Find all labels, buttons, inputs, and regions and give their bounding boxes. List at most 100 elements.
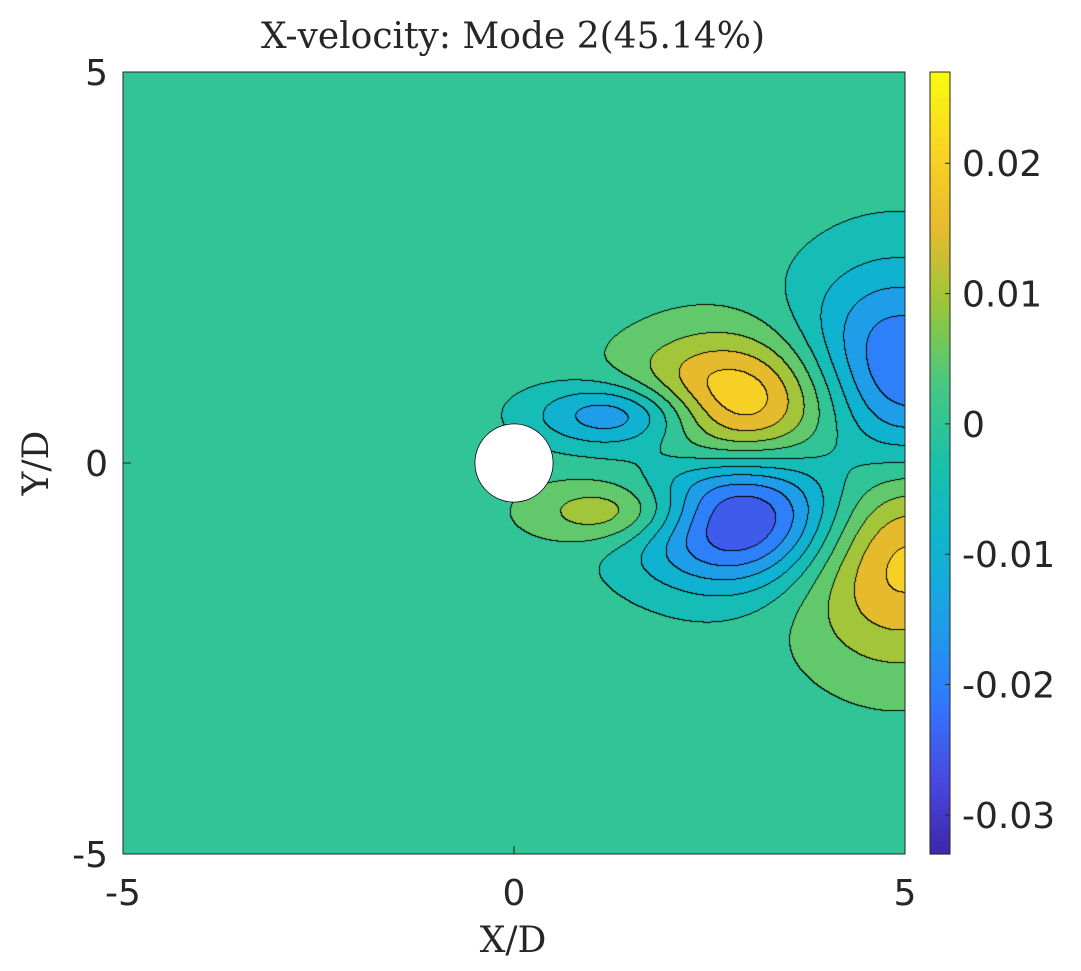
- colorbar-segment: [930, 704, 950, 712]
- colorbar-segment: [930, 137, 950, 145]
- x-tick-label: -5: [105, 873, 141, 914]
- colorbar-segment: [930, 567, 950, 575]
- colorbar-segment: [930, 260, 950, 269]
- colorbar-segment: [930, 293, 950, 301]
- colorbar-segment: [930, 104, 950, 112]
- colorbar-segment: [930, 619, 950, 627]
- colorbar-segment: [930, 632, 950, 640]
- colorbar-segment: [930, 150, 950, 158]
- colorbar-segment: [930, 814, 950, 823]
- colorbar-tick-label: -0.02: [962, 666, 1055, 707]
- colorbar-segment: [930, 423, 950, 432]
- colorbar-segment: [930, 528, 950, 536]
- colorbar-segment: [930, 176, 950, 184]
- colorbar-segment: [930, 378, 950, 386]
- colorbar-segment: [930, 658, 950, 666]
- colorbar-segment: [930, 515, 950, 523]
- colorbar-segment: [930, 345, 950, 353]
- colorbar-segment: [930, 593, 950, 601]
- colorbar-segment: [930, 775, 950, 783]
- colorbar-segment: [930, 821, 950, 829]
- axes: -5 0 5 -5 0 5: [72, 53, 916, 914]
- colorbar-segment: [930, 599, 950, 607]
- colorbar-segment: [930, 717, 950, 725]
- colorbar-segment: [930, 163, 950, 171]
- colorbar-segment: [930, 143, 950, 151]
- colorbar-segment: [930, 521, 950, 529]
- colorbar-segment: [930, 710, 950, 718]
- colorbar-segment: [930, 215, 950, 223]
- colorbar-segment: [930, 730, 950, 738]
- colorbar-segment: [930, 267, 950, 275]
- colorbar-segment: [930, 840, 950, 849]
- colorbar-segment: [930, 319, 950, 327]
- colorbar-segment: [930, 645, 950, 653]
- colorbar-segment: [930, 847, 950, 855]
- colorbar-segment: [930, 736, 950, 744]
- colorbar-segment: [930, 189, 950, 197]
- colorbar-segment: [930, 169, 950, 177]
- colorbar-segment: [930, 573, 950, 581]
- colorbar-segment: [930, 85, 950, 93]
- colorbar-tick-label: -0.01: [962, 535, 1055, 576]
- colorbar-segment: [930, 241, 950, 249]
- colorbar-segment: [930, 723, 950, 731]
- colorbar-segment: [930, 202, 950, 210]
- colorbar-segment: [930, 397, 950, 405]
- colorbar-segment: [930, 98, 950, 106]
- colorbar-segment: [930, 234, 950, 243]
- colorbar-segment: [930, 130, 950, 138]
- colorbar-segment: [930, 156, 950, 164]
- colorbar-segment: [930, 221, 950, 229]
- colorbar-segment: [930, 326, 950, 334]
- colorbar-segment: [930, 287, 950, 295]
- colorbar-segment: [930, 78, 950, 86]
- y-tick-label: -5: [72, 835, 108, 876]
- colorbar-segment: [930, 91, 950, 99]
- y-tick-label: 5: [85, 53, 108, 94]
- colorbar-segment: [930, 410, 950, 418]
- colorbar-segment: [930, 801, 950, 809]
- colorbar-segment: [930, 756, 950, 764]
- cylinder-body: [474, 423, 554, 503]
- colorbar-segment: [930, 228, 950, 236]
- x-tick-label: 0: [503, 873, 526, 914]
- colorbar-segment: [930, 560, 950, 568]
- colorbar-segment: [930, 404, 950, 412]
- colorbar-segment: [930, 332, 950, 340]
- colorbar-segment: [930, 482, 950, 490]
- colorbar-segment: [930, 208, 950, 216]
- colorbar-segment: [930, 274, 950, 282]
- colorbar-tick-label: -0.03: [962, 796, 1055, 837]
- colorbar-segment: [930, 625, 950, 634]
- colorbar-segment: [930, 247, 950, 256]
- colorbar-segment: [930, 72, 950, 80]
- colorbar-segment: [930, 586, 950, 594]
- colorbar-segment: [930, 306, 950, 314]
- colorbar-segment: [930, 606, 950, 614]
- y-tick-label: 0: [85, 444, 108, 485]
- colorbar-segment: [930, 339, 950, 347]
- colorbar-segment: [930, 651, 950, 660]
- colorbar-segment: [930, 762, 950, 770]
- colorbar-segment: [930, 417, 950, 425]
- colorbar-segment: [930, 665, 950, 673]
- colorbar-segment: [930, 124, 950, 132]
- colorbar-segment: [930, 612, 950, 620]
- colorbar-segment: [930, 788, 950, 796]
- colorbar-segment: [930, 254, 950, 262]
- colorbar-segment: [930, 436, 950, 445]
- colorbar-segment: [930, 547, 950, 555]
- colorbar-segment: [930, 827, 950, 836]
- colorbar-segment: [930, 313, 950, 321]
- y-axis-label: Y/D: [16, 431, 57, 497]
- colorbar-segment: [930, 195, 950, 203]
- colorbar-segment: [930, 384, 950, 392]
- plot-area: [123, 72, 905, 854]
- colorbar-segment: [930, 182, 950, 190]
- colorbar-segment: [930, 449, 950, 458]
- colorbar-tick-label: 0.02: [962, 144, 1042, 185]
- colorbar-segment: [930, 456, 950, 464]
- colorbar-segment: [930, 678, 950, 686]
